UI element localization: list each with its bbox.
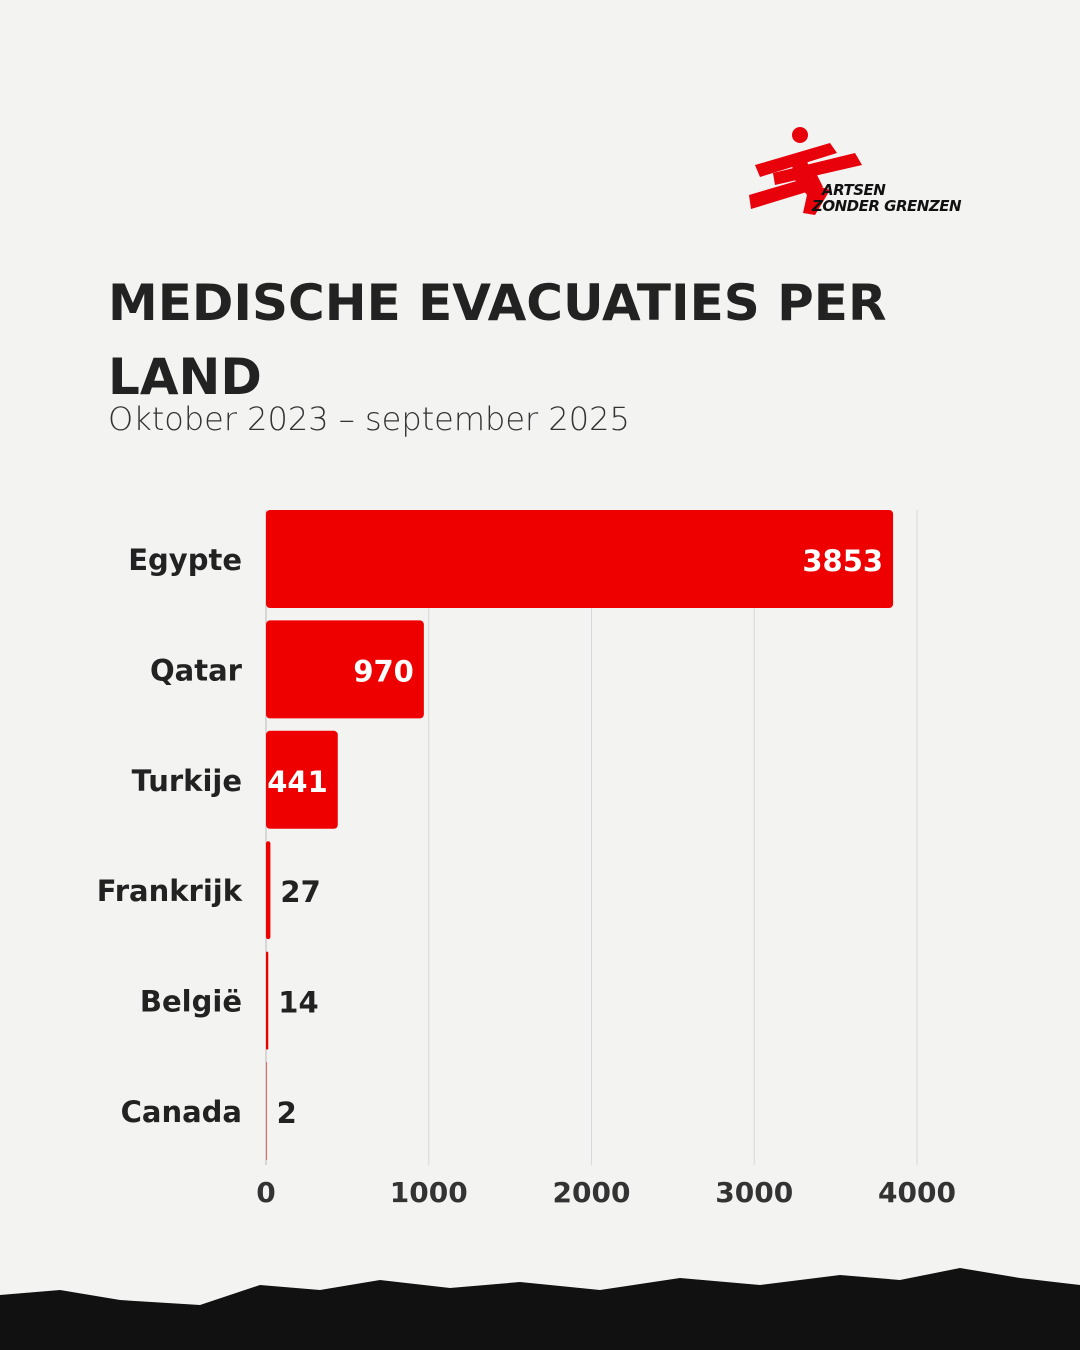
logo-line1: ARTSEN (822, 181, 886, 199)
category-label: Qatar (150, 653, 243, 687)
bar (266, 620, 424, 719)
bar (266, 951, 269, 1050)
data-label: 3853 (802, 544, 883, 578)
category-label: Egypte (128, 543, 242, 577)
bar (266, 510, 894, 608)
category-label: Frankrijk (97, 874, 243, 908)
category-label: Turkije (132, 764, 242, 798)
x-tick-label: 0 (256, 1176, 275, 1209)
logo-text: ARTSEN ZONDER GRENZEN (812, 181, 962, 215)
x-tick-label: 1000 (390, 1176, 468, 1209)
category-label: België (140, 985, 242, 1019)
chart-title: MEDISCHE EVACUATIES PER LAND (108, 274, 887, 406)
torn-paper-edge (0, 1268, 1080, 1350)
x-tick-label: 2000 (553, 1176, 631, 1209)
x-tick-label: 4000 (878, 1176, 956, 1209)
category-label: Canada (121, 1095, 242, 1129)
data-label: 970 (353, 654, 414, 688)
data-label: 14 (278, 986, 318, 1020)
data-label: 441 (267, 765, 328, 799)
bar (266, 1062, 267, 1160)
x-tick-label: 3000 (715, 1176, 793, 1209)
bar (266, 841, 271, 940)
bar (266, 730, 338, 829)
msf-logo (749, 127, 862, 215)
data-label: 27 (280, 875, 320, 909)
logo-line2: ZONDER GRENZEN (812, 197, 962, 215)
data-label: 2 (277, 1096, 297, 1130)
chart-subtitle: Oktober 2023 – september 2025 (108, 400, 630, 438)
